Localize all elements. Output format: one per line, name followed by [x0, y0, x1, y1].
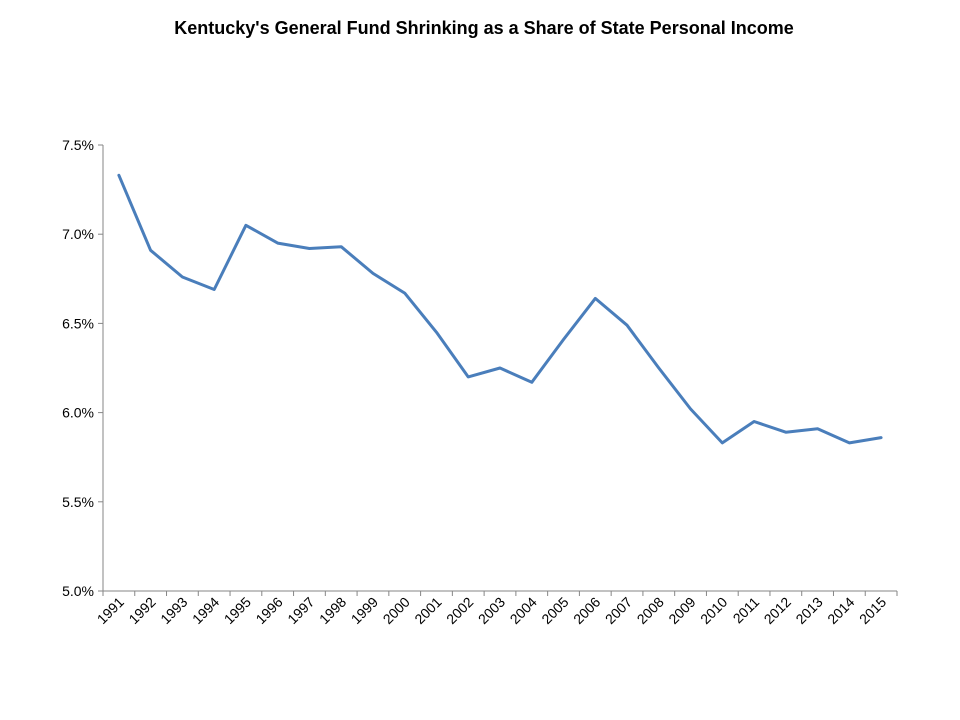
x-tick-label: 1998 [316, 594, 349, 627]
y-tick-label: 7.0% [62, 226, 94, 242]
x-tick-label: 1991 [94, 594, 127, 627]
x-tick-label: 2008 [634, 594, 667, 627]
chart-title: Kentucky's General Fund Shrinking as a S… [174, 18, 794, 38]
x-tick-label: 2009 [665, 594, 698, 627]
x-tick-label: 1993 [157, 594, 190, 627]
x-tick-label: 2005 [538, 594, 571, 627]
y-tick-label: 7.5% [62, 137, 94, 153]
x-tick-label: 2002 [443, 594, 476, 627]
x-tick-label: 2006 [570, 594, 603, 627]
x-tick-label: 2013 [792, 594, 825, 627]
x-tick-label: 2003 [475, 594, 508, 627]
y-tick-label: 6.0% [62, 405, 94, 421]
y-tick-label: 5.5% [62, 494, 94, 510]
x-tick-label: 2001 [411, 594, 444, 627]
x-tick-label: 2010 [697, 594, 730, 627]
x-tick-label: 2007 [602, 594, 635, 627]
y-tick-label: 6.5% [62, 315, 94, 331]
x-tick-label: 2004 [507, 594, 540, 627]
series-line [117, 173, 883, 445]
x-tick-label: 1999 [348, 594, 381, 627]
x-tick-label: 1995 [221, 594, 254, 627]
x-tick-label: 1996 [252, 594, 285, 627]
x-tick-label: 2014 [824, 594, 857, 627]
x-tick-label: 1994 [189, 594, 222, 627]
x-tick-label: 2012 [761, 594, 794, 627]
y-tick-label: 5.0% [62, 583, 94, 599]
x-tick-label: 1992 [125, 594, 158, 627]
x-tick-label: 2015 [856, 594, 889, 627]
x-tick-label: 1997 [284, 594, 317, 627]
x-tick-label: 2000 [379, 594, 412, 627]
x-tick-label: 2011 [730, 594, 763, 627]
